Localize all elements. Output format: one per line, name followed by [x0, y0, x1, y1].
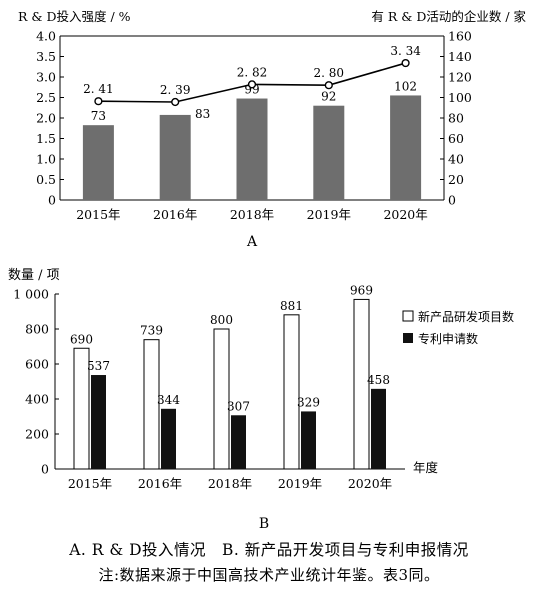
line-point [324, 81, 333, 90]
right-axis-tick-label: 140 [448, 49, 472, 64]
line-point [94, 97, 103, 106]
line-value-label: 2. 41 [83, 82, 114, 96]
bar-value-label: 73 [91, 109, 106, 123]
bar-enterprises [236, 98, 268, 200]
legend-swatch-projects [402, 310, 414, 322]
left-axis-tick-label: 0.5 [36, 172, 56, 187]
y-axis-title: 数量 / 项 [8, 268, 60, 283]
y-axis-tick-label: 200 [25, 427, 49, 442]
bar-patent-applications [301, 411, 316, 469]
right-axis-tick-label: 40 [448, 152, 464, 167]
bar-new-product-projects [353, 298, 370, 470]
x-tick-label: 2020年 [348, 476, 392, 491]
right-axis-tick-label: 20 [448, 172, 464, 187]
y-axis-tick-label: 800 [25, 322, 49, 337]
left-axis-tick-label: 0 [48, 193, 56, 208]
bar-value-label: 92 [321, 90, 336, 104]
figure-note: 注:数据来源于中国高技术产业统计年鉴。表3同。 [98, 566, 440, 584]
line-value-label: 2. 39 [160, 83, 191, 97]
y-axis-tick-label: 600 [25, 357, 49, 372]
left-axis-tick-label: 2.5 [36, 90, 56, 105]
bar-patent-applications [371, 388, 386, 469]
panel-label-b: B [259, 516, 269, 532]
line-value-label: 2. 82 [237, 65, 268, 79]
panel-label-a: A [246, 234, 258, 250]
left-axis-tick-label: 3.0 [36, 70, 56, 85]
right-axis-title: 有 R & D活动的企业数 / 家 [371, 9, 526, 24]
bar-value-label: 458 [367, 373, 390, 387]
x-tick-label: 2018年 [230, 207, 274, 222]
bar-enterprises [159, 114, 191, 200]
bar-patent-applications [91, 375, 106, 469]
x-tick-label: 2015年 [68, 476, 112, 491]
right-axis-tick-label: 80 [448, 111, 464, 126]
bar-value-label: 739 [140, 324, 163, 338]
right-axis-tick-label: 160 [448, 29, 472, 44]
right-axis-tick-label: 60 [448, 131, 464, 146]
left-axis-tick-label: 4.0 [36, 29, 56, 44]
x-axis-title: 年度 [413, 460, 439, 475]
chart-a: R & D投入强度 / % 有 R & D活动的企业数 / 家 0 0.5 1.0 1.5… [18, 9, 526, 250]
line-value-label: 2. 80 [314, 66, 345, 80]
left-axis-tick-label: 1.5 [36, 131, 56, 146]
bar-enterprises [82, 125, 114, 200]
bar-enterprises [313, 105, 345, 200]
bar-value-label: 881 [280, 299, 303, 313]
y-axis-tick-label: 400 [25, 392, 49, 407]
line-point [171, 97, 180, 107]
bar-value-label: 102 [394, 79, 417, 93]
x-tick-label: 2019年 [307, 207, 351, 222]
line-point [401, 58, 410, 68]
left-axis-tick-label: 3.5 [36, 49, 56, 64]
x-tick-label: 2019年 [278, 476, 322, 491]
bar-value-label: 83 [195, 107, 210, 121]
bar-value-label: 969 [350, 283, 373, 297]
right-axis-tick-label: 120 [448, 70, 472, 85]
bar-patent-applications [231, 415, 246, 469]
y-axis-tick-label: 0 [41, 462, 49, 477]
chart-b: 数量 / 项年度 0 200 400 600 800 1 000 690 537 2015年 739… [8, 268, 514, 532]
x-tick-label: 2015年 [76, 207, 120, 222]
x-tick-label: 2020年 [383, 207, 427, 222]
left-axis-title: R & D投入强度 / % [18, 9, 131, 24]
legend-label-patents: 专利申请数 [418, 331, 478, 346]
right-axis-tick-label: 0 [448, 193, 456, 208]
y-axis-tick-label: 1 000 [13, 287, 49, 302]
x-tick-label: 2018年 [208, 476, 252, 491]
bar-new-product-projects [283, 314, 300, 470]
bar-new-product-projects [213, 328, 230, 470]
bar-value-label: 537 [87, 359, 110, 373]
bar-enterprises [390, 95, 422, 200]
legend-label-projects: 新产品研发项目数 [418, 309, 514, 324]
legend-swatch-patents [403, 333, 413, 343]
left-axis-tick-label: 2.0 [36, 111, 56, 126]
bar-new-product-projects [73, 347, 90, 470]
bar-patent-applications [161, 408, 176, 469]
bar-new-product-projects [143, 339, 160, 470]
left-axis-tick-label: 1.0 [36, 152, 56, 167]
bar-value-label: 800 [210, 313, 233, 327]
x-tick-label: 2016年 [153, 207, 197, 222]
bar-value-label: 344 [157, 393, 180, 407]
x-tick-label: 2016年 [138, 476, 182, 491]
line-value-label: 3. 34 [390, 44, 421, 58]
figure-caption: A. R & D投入情况 B. 新产品开发项目与专利申报情况 [69, 541, 469, 559]
line-point [247, 80, 257, 89]
bar-value-label: 690 [70, 332, 93, 346]
right-axis-tick-label: 100 [448, 90, 472, 105]
bar-value-label: 329 [297, 395, 320, 409]
bar-value-label: 307 [227, 399, 250, 413]
